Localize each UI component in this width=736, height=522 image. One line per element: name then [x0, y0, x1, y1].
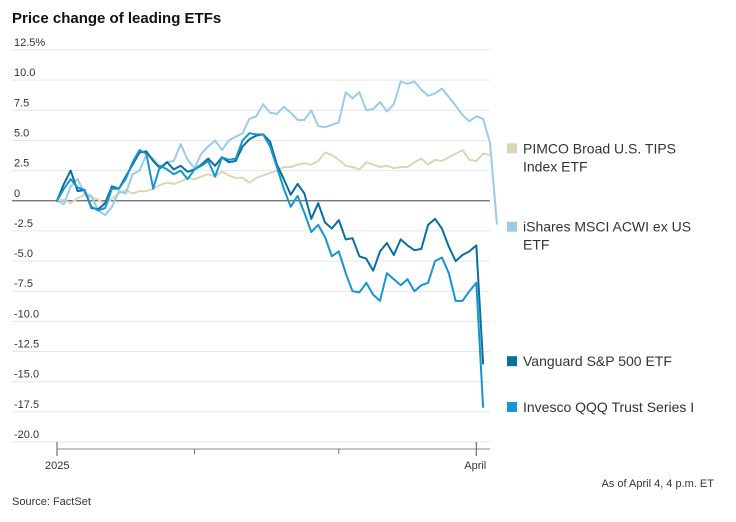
- legend-label-0: PIMCO Broad U.S. TIPS Index ETF: [523, 140, 676, 174]
- y-tick-label: 5.0: [14, 127, 29, 139]
- legend-swatch-0: [507, 143, 517, 154]
- series-line-2: [56, 133, 485, 365]
- x-axis: 2025 April: [45, 442, 490, 472]
- series-line-1: [56, 80, 498, 225]
- series-lines: [56, 80, 498, 408]
- y-tick-label: -7.5: [14, 278, 33, 290]
- y-tick-label: 10.0: [14, 67, 35, 79]
- y-tick-label: -2.5: [14, 218, 33, 230]
- y-tick-label: -17.5: [14, 399, 39, 411]
- gridlines: [12, 49, 490, 443]
- y-tick-label: -20.0: [14, 429, 39, 441]
- legend-label-2: Vanguard S&P 500 ETF: [523, 353, 672, 369]
- source-note: Source: FactSet: [12, 496, 91, 508]
- y-tick-label: -15.0: [14, 369, 39, 381]
- legend-label-3: Invesco QQQ Trust Series I: [523, 399, 694, 415]
- legend-label-1: iShares MSCI ACWI ex US ETF: [523, 219, 691, 253]
- as-of-note: As of April 4, 4 p.m. ET: [602, 478, 715, 490]
- y-tick-label: -10.0: [14, 308, 39, 320]
- y-tick-label: 7.5: [14, 97, 29, 109]
- legend-swatch-2: [507, 356, 517, 367]
- y-axis-tick-labels: 12.5% 10.0 7.5 5.0 2.5 0 -2.5 -5.0 -7.5 -10.0 -12.…: [14, 37, 45, 441]
- y-tick-label: -12.5: [14, 339, 39, 351]
- legend: PIMCO Broad U.S. TIPS Index ETF iShares MS…: [507, 140, 694, 415]
- y-tick-label: 0: [14, 188, 20, 200]
- y-tick-label: 2.5: [14, 158, 29, 170]
- series-line-0: [56, 149, 491, 206]
- x-tick-label: April: [464, 460, 486, 472]
- x-tick-label: 2025: [45, 460, 69, 472]
- chart-title: Price change of leading ETFs: [12, 10, 221, 27]
- y-tick-label: 12.5%: [14, 37, 45, 49]
- legend-swatch-3: [507, 402, 517, 413]
- y-tick-label: -5.0: [14, 248, 33, 260]
- series-line-3: [56, 132, 485, 408]
- legend-swatch-1: [507, 221, 517, 232]
